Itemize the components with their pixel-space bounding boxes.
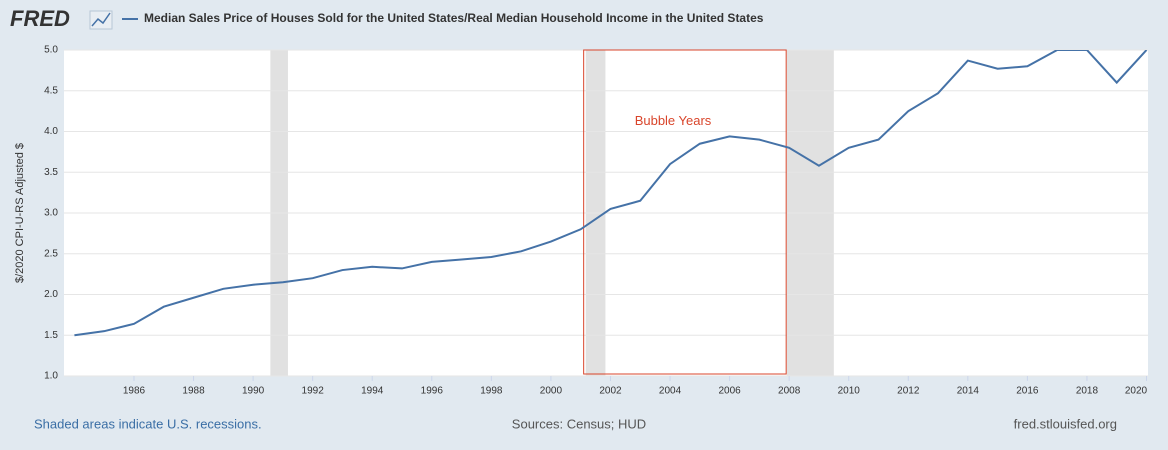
y-tick-label: 2.0 — [44, 289, 58, 300]
x-tick-label: 1996 — [421, 386, 444, 397]
logo[interactable]: FRED — [10, 6, 70, 31]
x-tick-label: 2016 — [1016, 386, 1039, 397]
chart-title: Median Sales Price of Houses Sold for th… — [144, 11, 764, 25]
x-tick-label: 1998 — [480, 386, 503, 397]
x-tick-label: 1994 — [361, 386, 384, 397]
x-tick-label: 2012 — [897, 386, 920, 397]
logo-icon — [89, 10, 113, 30]
y-tick-label: 4.0 — [44, 126, 58, 137]
highlight-box — [583, 49, 787, 375]
x-tick-label: 2020 — [1125, 386, 1148, 397]
x-tick-label: 2000 — [540, 386, 563, 397]
y-tick-label: 1.5 — [44, 330, 58, 341]
x-tick-label: 2006 — [718, 386, 741, 397]
x-tick-label: 1992 — [302, 386, 325, 397]
y-tick-label: 3.5 — [44, 167, 58, 178]
y-tick-label: 3.0 — [44, 208, 58, 219]
data-line — [74, 50, 1148, 337]
y-axis-label: $/2020 CPI-U-RS Adjusted $ — [14, 143, 26, 283]
plot-layer: 1.0 1.5 2.0 2.5 3.0 3.5 4.0 4.5 5.0 1986 1988 1990 1… — [44, 45, 1148, 397]
x-tick-label: 1986 — [123, 386, 146, 397]
y-tick-label: 2.5 — [44, 248, 58, 259]
x-tick-label: 2008 — [778, 386, 801, 397]
x-tick-label: 2010 — [838, 386, 861, 397]
annotation: Bubble Years — [635, 113, 712, 128]
x-tick-label: 2004 — [659, 386, 682, 397]
x-tick-label: 2018 — [1076, 386, 1099, 397]
sources: Sources: Census; HUD — [512, 416, 646, 431]
x-tick-label: 1990 — [242, 386, 265, 397]
recession-note[interactable]: Shaded areas indicate U.S. recessions. — [34, 416, 262, 431]
y-tick-label: 5.0 — [44, 45, 58, 56]
x-tick-label: 2002 — [599, 386, 622, 397]
y-tick-label: 1.0 — [44, 371, 58, 382]
x-tick-label: 1988 — [182, 386, 205, 397]
x-tick-label: 2014 — [957, 386, 980, 397]
y-tick-label: 4.5 — [44, 85, 58, 96]
site-link[interactable]: fred.stlouisfed.org — [1014, 416, 1117, 431]
